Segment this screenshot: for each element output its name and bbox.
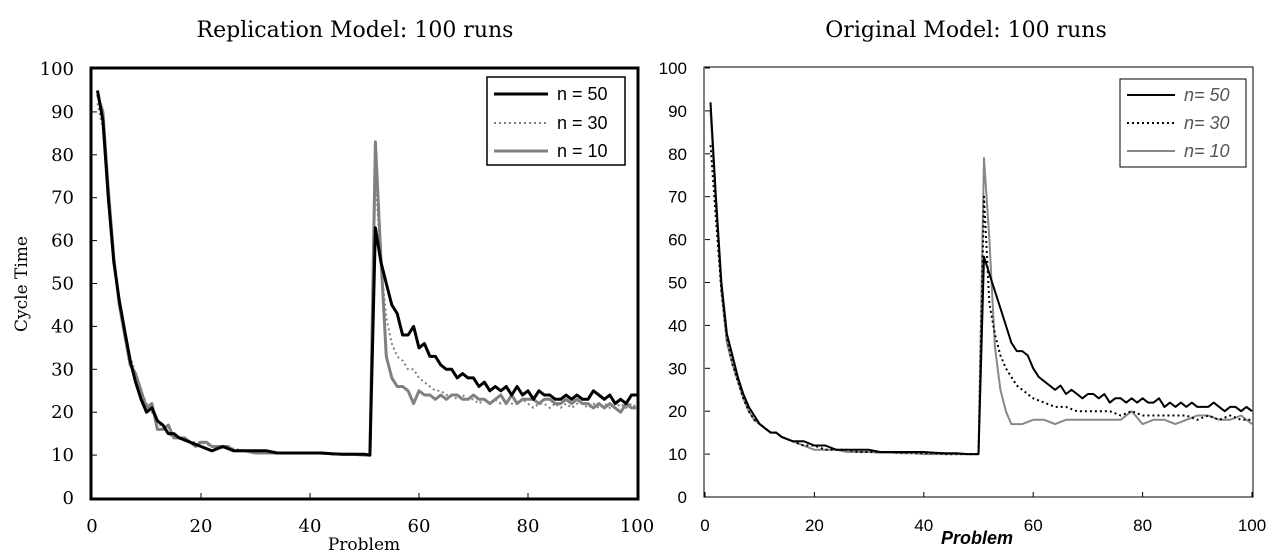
series-lines bbox=[709, 102, 1253, 456]
chart-title: Replication Model: 100 runs bbox=[197, 18, 514, 43]
series-line-n50 bbox=[709, 102, 1253, 456]
legend-label-n30: n= 30 bbox=[1184, 113, 1230, 133]
y-tick-label: 20 bbox=[668, 402, 687, 421]
x-tick-label: 40 bbox=[299, 516, 322, 537]
y-tick-label: 90 bbox=[668, 102, 687, 121]
series-lines bbox=[96, 90, 638, 457]
y-axis-label: Cycle Time bbox=[12, 236, 32, 332]
y-tick-label: 30 bbox=[668, 359, 687, 378]
y-tick-label: 60 bbox=[51, 231, 74, 252]
x-tick-label: 0 bbox=[86, 516, 97, 537]
y-tick-label: 0 bbox=[63, 488, 74, 509]
x-tick-label: 0 bbox=[700, 516, 709, 535]
plot-frame bbox=[703, 66, 1254, 498]
chart-replication: Replication Model: 100 runs Cycle Time P… bbox=[12, 18, 654, 555]
x-tick-label: 20 bbox=[805, 516, 824, 535]
chart-original: Original Model: 100 runs Problem 0 10 20 30… bbox=[659, 18, 1267, 548]
y-tick-label: 100 bbox=[40, 59, 74, 80]
y-tick-label: 40 bbox=[51, 316, 74, 337]
legend-label-n30: n = 30 bbox=[557, 113, 608, 133]
legend-label-n50: n = 50 bbox=[557, 84, 608, 104]
plot-frame bbox=[89, 66, 640, 501]
y-tick-label: 80 bbox=[668, 145, 687, 164]
series-line-n50 bbox=[96, 90, 637, 457]
x-tick-label: 60 bbox=[408, 516, 431, 537]
y-tick-label: 80 bbox=[51, 145, 74, 166]
x-tick-label: 20 bbox=[190, 516, 213, 537]
y-tick-label: 100 bbox=[659, 59, 687, 78]
chart-title: Original Model: 100 runs bbox=[825, 18, 1106, 43]
y-tick-label: 20 bbox=[51, 402, 74, 423]
series-line-n10 bbox=[96, 94, 637, 457]
y-tick-label: 50 bbox=[668, 274, 687, 293]
x-tick-label: 80 bbox=[517, 516, 540, 537]
legend-label-n10: n= 10 bbox=[1184, 141, 1230, 161]
y-tick-label: 70 bbox=[668, 188, 687, 207]
x-tick-label: 60 bbox=[1024, 516, 1043, 535]
y-tick-label: 60 bbox=[668, 231, 687, 250]
x-tick-label: 40 bbox=[914, 516, 933, 535]
legend-box bbox=[1119, 78, 1247, 168]
x-axis-label: Problem bbox=[328, 535, 400, 555]
legend-label-n50: n= 50 bbox=[1184, 85, 1230, 105]
x-tick-label: 80 bbox=[1133, 516, 1152, 535]
y-ticks: 0 10 20 30 40 50 60 70 80 90 100 bbox=[40, 59, 97, 509]
legend: n= 50 n= 30 n= 10 bbox=[1119, 78, 1247, 168]
y-tick-label: 10 bbox=[668, 445, 687, 464]
y-tick-label: 70 bbox=[51, 188, 74, 209]
x-tick-label: 100 bbox=[620, 516, 654, 537]
y-tick-label: 10 bbox=[51, 445, 74, 466]
y-tick-label: 50 bbox=[51, 274, 74, 295]
y-tick-label: 30 bbox=[51, 359, 74, 380]
x-axis-label: Problem bbox=[941, 528, 1013, 548]
y-tick-label: 90 bbox=[51, 102, 74, 123]
y-tick-label: 40 bbox=[668, 316, 687, 335]
x-tick-label: 100 bbox=[1238, 516, 1266, 535]
legend-label-n10: n = 10 bbox=[557, 141, 608, 161]
legend: n = 50 n = 30 n = 10 bbox=[486, 76, 626, 166]
y-tick-label: 0 bbox=[678, 488, 687, 507]
x-ticks: 0 20 40 60 80 100 bbox=[86, 493, 654, 537]
y-ticks: 0 10 20 30 40 50 60 70 80 90 100 bbox=[659, 59, 710, 507]
x-ticks: 0 20 40 60 80 100 bbox=[700, 492, 1266, 535]
